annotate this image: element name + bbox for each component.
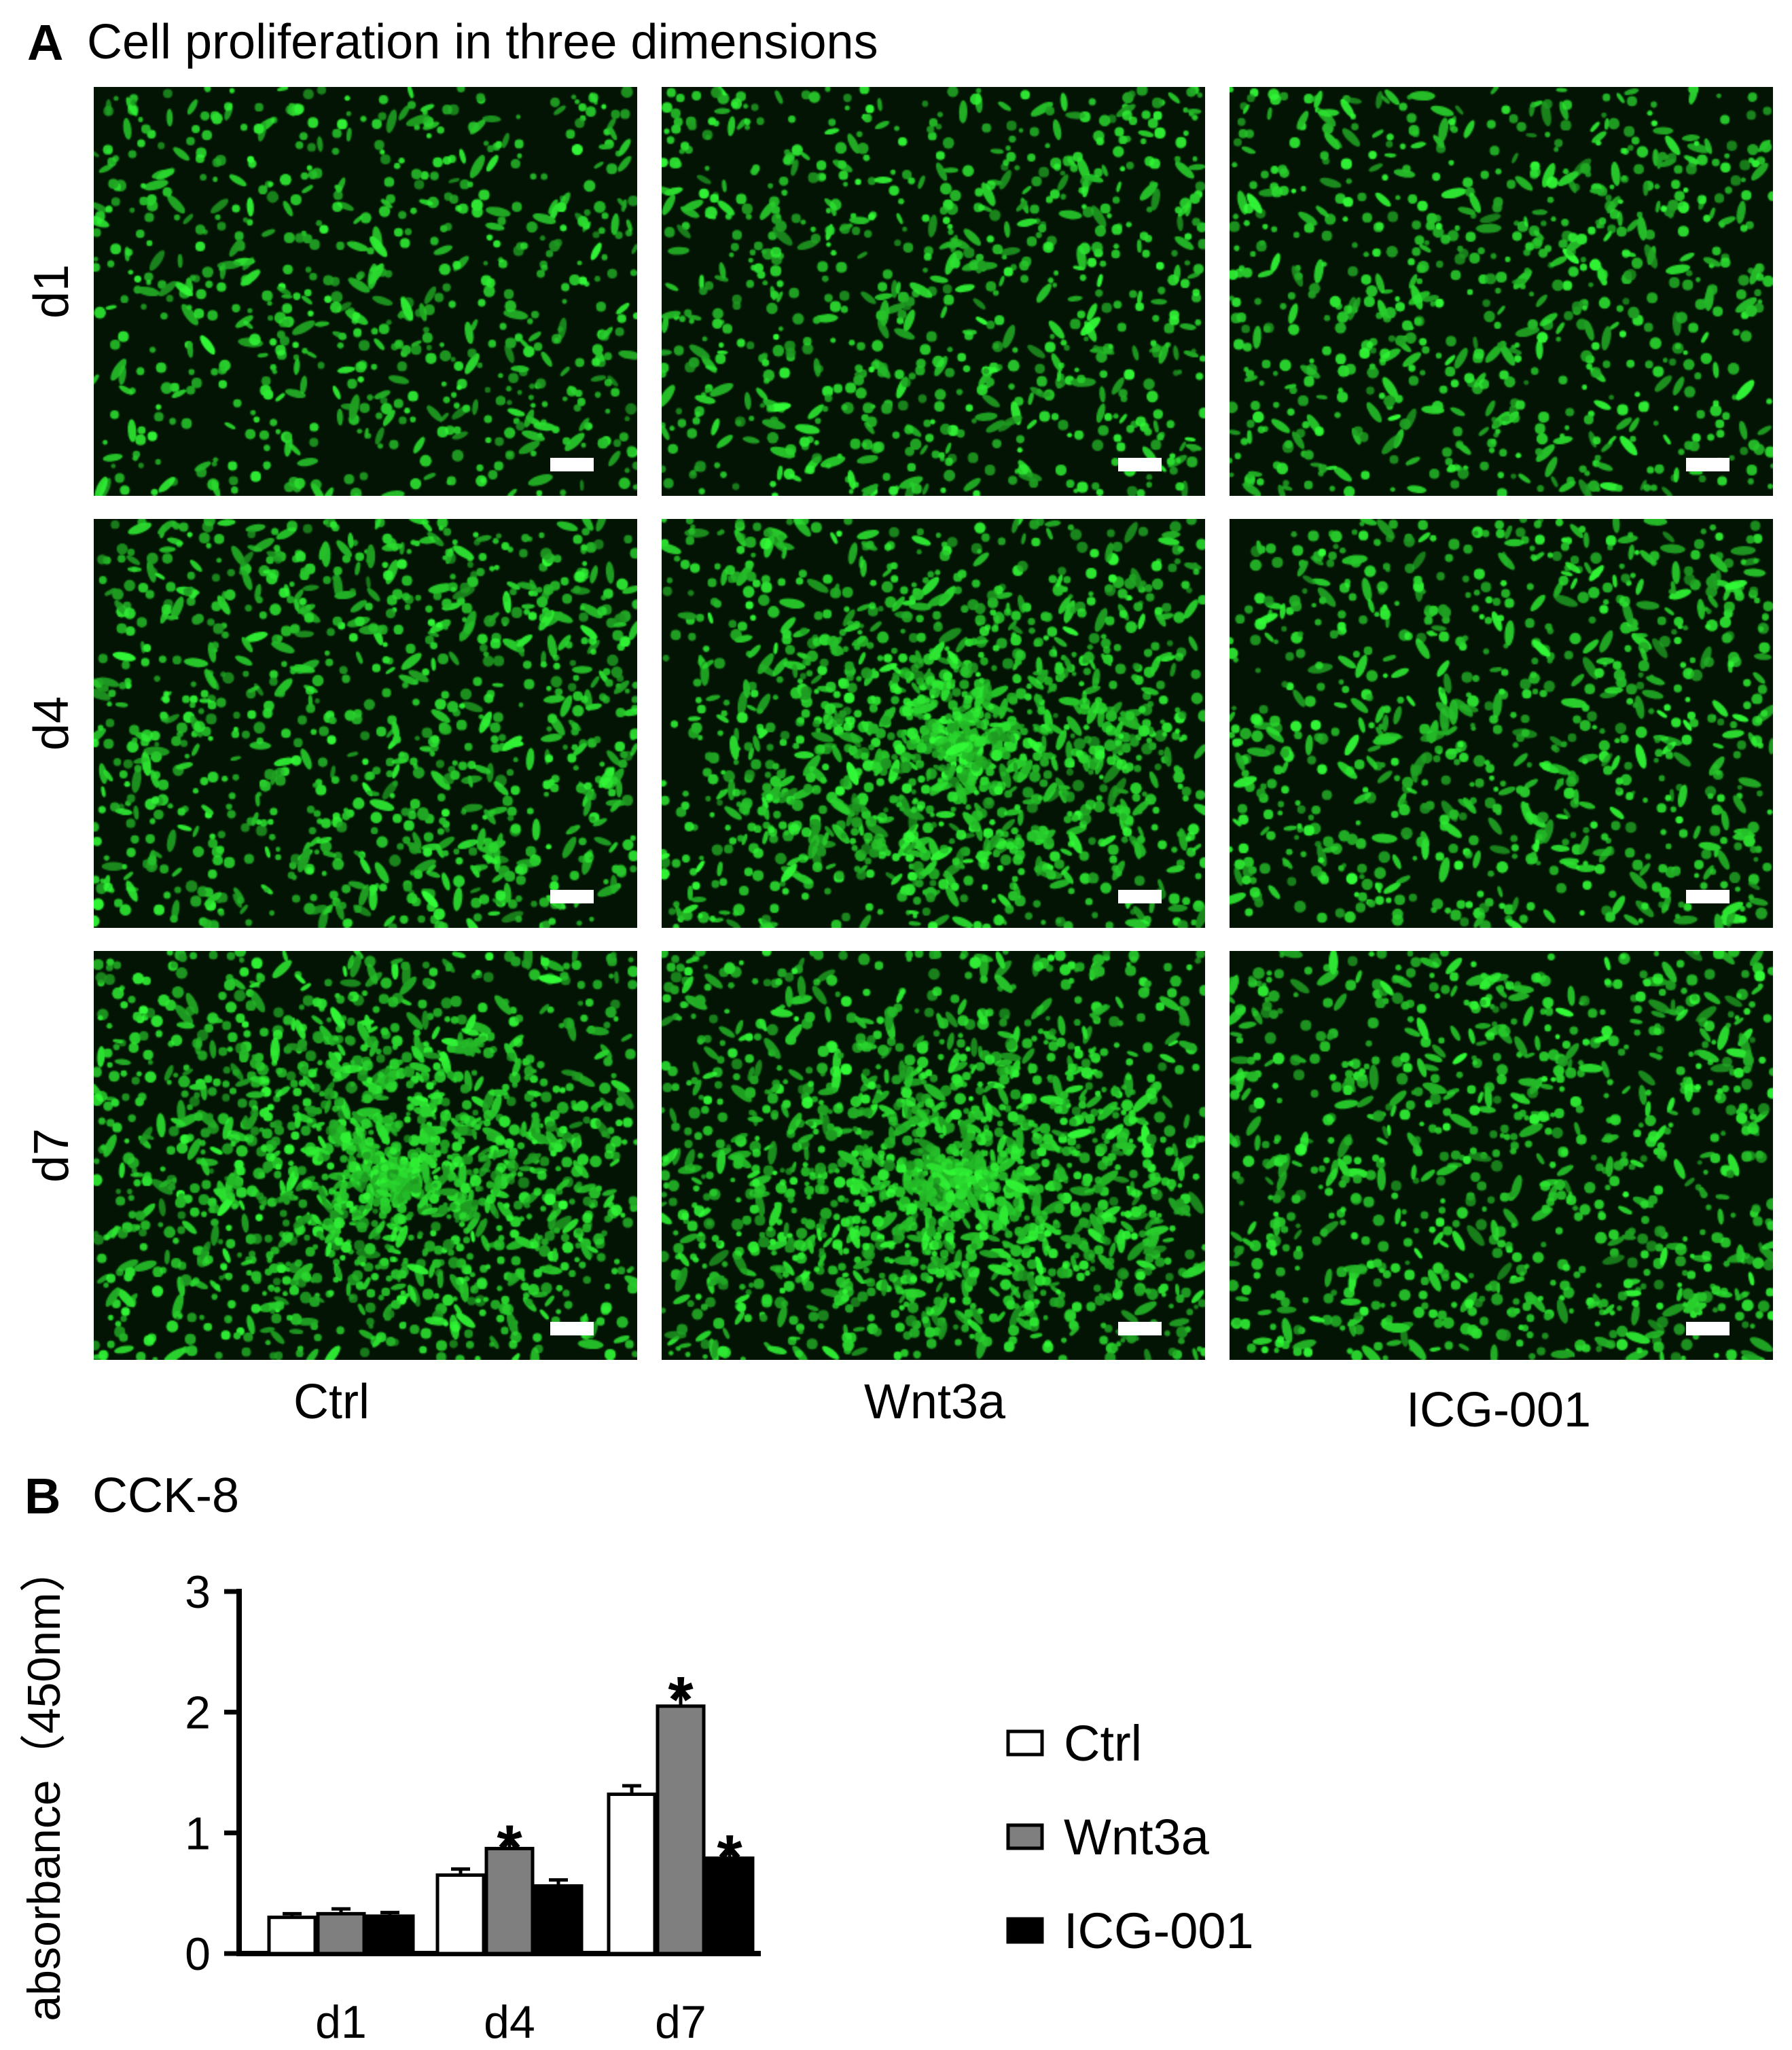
bar-ctrl-d4 — [435, 1873, 486, 1956]
scale-bar — [1686, 1322, 1730, 1335]
legend-swatch — [1006, 1823, 1044, 1850]
y-tick-label: 2 — [185, 1687, 211, 1739]
row-label-d1: d1 — [24, 264, 79, 319]
micrograph-d1-icg001 — [1230, 87, 1773, 496]
significance-star: * — [717, 1822, 742, 1894]
col-label-icg001: ICG-001 — [1405, 1383, 1592, 1437]
row-label-d4: d4 — [24, 696, 79, 751]
scale-bar — [1686, 458, 1730, 471]
x-axis: d1 d4 d7 — [236, 1951, 761, 2048]
micrograph-d7-wnt3a — [662, 951, 1205, 1360]
bar-wnt3a-d1 — [316, 1911, 366, 1956]
bar-ctrl-d1 — [267, 1916, 317, 1956]
scale-bar — [1118, 1322, 1162, 1335]
scale-bar — [550, 1322, 594, 1335]
legend-label: Wnt3a — [1064, 1809, 1210, 1865]
micrograph-d4-wnt3a — [662, 519, 1205, 928]
y-axis-label: absorbance（450nm） — [18, 1546, 70, 2021]
scale-bar — [1118, 890, 1162, 903]
micrograph-d4-ctrl — [94, 519, 637, 928]
scale-bar — [550, 890, 594, 903]
panel-b-letter: B — [24, 1468, 61, 1524]
bar-icg001-d4 — [533, 1884, 584, 1956]
col-label-ctrl: Ctrl — [293, 1375, 370, 1429]
x-tick-label: d7 — [655, 1996, 706, 2048]
bar-ctrl-d7 — [607, 1792, 657, 1956]
bar-wnt3a-d4 — [484, 1846, 535, 1956]
micrograph-d4-icg001 — [1230, 519, 1773, 928]
y-axis: 0 1 2 3 — [185, 1566, 242, 1980]
micrograph-d7-ctrl — [94, 951, 637, 1360]
scale-bar — [1686, 890, 1730, 903]
micrograph-d1-ctrl — [94, 87, 637, 496]
legend-label: ICG-001 — [1064, 1903, 1254, 1959]
bar-icg001-d7 — [704, 1856, 755, 1956]
y-tick-label: 3 — [185, 1566, 211, 1618]
legend-swatch — [1006, 1729, 1044, 1757]
row-label-d7: d7 — [24, 1128, 79, 1183]
micrograph-grid — [94, 87, 1773, 1360]
panel-a-title: Cell proliferation in three dimensions — [87, 15, 878, 69]
bar-chart: 0 1 2 3 d1 d4 d7 * * * Ctrl Wnt3a ICG-001 absorba… — [18, 1546, 1254, 2048]
legend-label: Ctrl — [1064, 1715, 1142, 1772]
micrograph-d7-icg001 — [1230, 951, 1773, 1360]
x-tick-label: d4 — [484, 1996, 535, 2048]
significance-star: * — [668, 1664, 694, 1736]
scale-bar — [550, 458, 594, 471]
y-tick-label: 0 — [185, 1928, 211, 1980]
micrograph-d1-wnt3a — [662, 87, 1205, 496]
x-tick-label: d1 — [315, 1996, 367, 2048]
panel-a-letter: A — [27, 14, 64, 71]
y-tick-label: 1 — [185, 1808, 211, 1859]
significance-star: * — [497, 1812, 522, 1885]
bar-wnt3a-d7 — [656, 1704, 706, 1956]
legend-swatch — [1006, 1917, 1044, 1944]
bar-icg001-d1 — [365, 1914, 415, 1956]
bars: * * * — [267, 1664, 755, 1956]
legend: Ctrl Wnt3a ICG-001 — [1006, 1715, 1254, 1959]
scale-bar — [1118, 458, 1162, 471]
panel-b-title: CCK-8 — [92, 1469, 240, 1523]
col-label-wnt3a: Wnt3a — [863, 1375, 1006, 1429]
